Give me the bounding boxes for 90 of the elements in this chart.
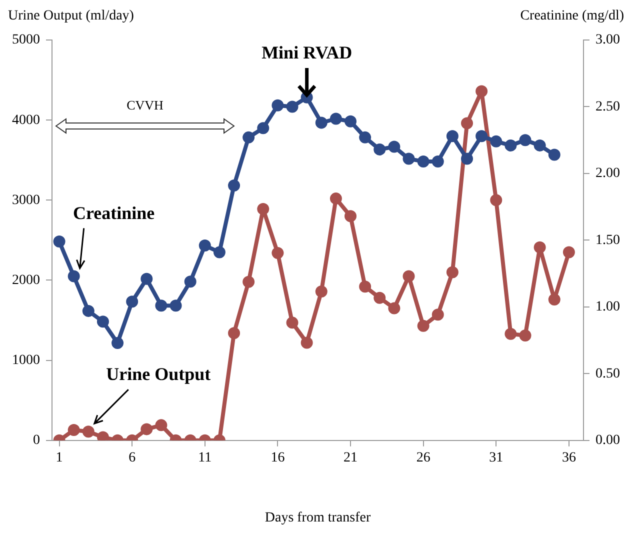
- point: [300, 336, 313, 349]
- y-tick-label: 4000: [12, 112, 40, 128]
- point: [228, 327, 240, 340]
- point: [490, 135, 502, 148]
- y-tick-label: 2000: [12, 272, 40, 288]
- x-axis-title: Days from transfer: [264, 510, 371, 526]
- x-tick-label: 1: [56, 450, 63, 466]
- point: [184, 276, 196, 288]
- point: [112, 336, 124, 349]
- point: [490, 194, 502, 206]
- point: [272, 247, 284, 260]
- y2-axis-title: Creatinine (mg/dl): [520, 8, 624, 24]
- point: [519, 329, 532, 342]
- point: [417, 320, 430, 332]
- y2-tick-label: 2.50: [596, 99, 620, 114]
- point: [432, 155, 444, 168]
- point: [374, 292, 386, 304]
- point: [315, 285, 328, 298]
- x-tick-label: 21: [344, 450, 358, 466]
- y-tick-label: 5000: [12, 32, 40, 48]
- point: [155, 419, 168, 432]
- point: [402, 152, 415, 165]
- point: [388, 302, 400, 314]
- point: [330, 192, 342, 205]
- point: [330, 112, 342, 125]
- point: [476, 130, 488, 142]
- point: [432, 308, 444, 321]
- x-tick-label: 36: [562, 450, 576, 466]
- series-label: Urine Output: [106, 364, 211, 384]
- point: [257, 122, 270, 134]
- point: [461, 117, 474, 130]
- y2-tick-label: 0.00: [596, 433, 620, 448]
- point: [402, 270, 415, 282]
- point: [388, 140, 400, 153]
- point: [96, 316, 109, 328]
- point: [519, 134, 532, 146]
- y-tick-label: 3000: [12, 192, 40, 208]
- x-tick-label: 16: [270, 450, 285, 466]
- point: [242, 131, 255, 144]
- point: [504, 139, 517, 152]
- x-tick-label: 31: [489, 450, 504, 466]
- point: [534, 241, 546, 254]
- point: [286, 100, 298, 113]
- point: [213, 246, 226, 258]
- point: [140, 272, 153, 285]
- annotation: CVVH: [126, 97, 164, 112]
- point: [155, 300, 168, 312]
- point: [82, 426, 94, 438]
- point: [562, 246, 575, 258]
- point: [374, 143, 386, 156]
- point: [242, 276, 255, 288]
- point: [126, 296, 138, 308]
- y-tick-label: 0: [33, 433, 40, 448]
- point: [548, 148, 560, 161]
- point: [68, 270, 80, 282]
- point: [53, 236, 66, 248]
- point: [344, 115, 357, 128]
- point: [68, 424, 80, 436]
- point: [359, 131, 372, 144]
- point: [344, 210, 357, 222]
- point: [198, 240, 211, 252]
- y2-tick-label: 1.50: [596, 232, 620, 248]
- y2-tick-label: 0.50: [596, 366, 620, 382]
- point: [315, 116, 328, 129]
- annotation: Mini RVAD: [262, 42, 352, 63]
- y2-tick-label: 1.00: [596, 300, 620, 315]
- point: [548, 293, 560, 306]
- point: [140, 423, 153, 436]
- point: [504, 328, 517, 340]
- point: [82, 304, 94, 317]
- point: [170, 300, 182, 312]
- y-tick-label: 1000: [12, 352, 40, 368]
- point: [476, 85, 488, 98]
- point: [286, 316, 298, 329]
- x-tick-label: 11: [198, 450, 212, 466]
- y2-tick-label: 3.00: [596, 32, 620, 48]
- point: [359, 280, 372, 293]
- x-tick-label: 6: [128, 450, 136, 466]
- point: [446, 130, 458, 142]
- point: [446, 266, 458, 278]
- point: [534, 139, 546, 152]
- series-label: Creatinine: [73, 202, 155, 223]
- x-tick-label: 26: [416, 450, 430, 466]
- point: [417, 155, 430, 168]
- y-axis-title: Urine Output (ml/day): [8, 8, 134, 24]
- point: [461, 152, 474, 165]
- y2-tick-label: 2.00: [596, 166, 620, 182]
- point: [272, 99, 284, 112]
- point: [257, 202, 270, 215]
- point: [228, 179, 240, 192]
